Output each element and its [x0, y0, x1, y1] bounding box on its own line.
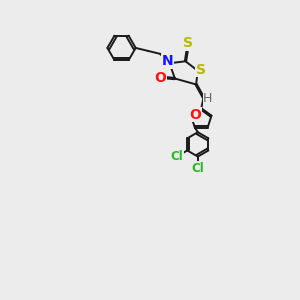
Text: O: O	[189, 108, 201, 122]
Text: H: H	[203, 92, 213, 106]
Text: S: S	[196, 63, 206, 77]
Text: Cl: Cl	[171, 150, 184, 163]
Text: Cl: Cl	[191, 162, 204, 175]
Text: N: N	[162, 54, 173, 68]
Text: O: O	[154, 70, 166, 85]
Text: S: S	[183, 36, 193, 50]
